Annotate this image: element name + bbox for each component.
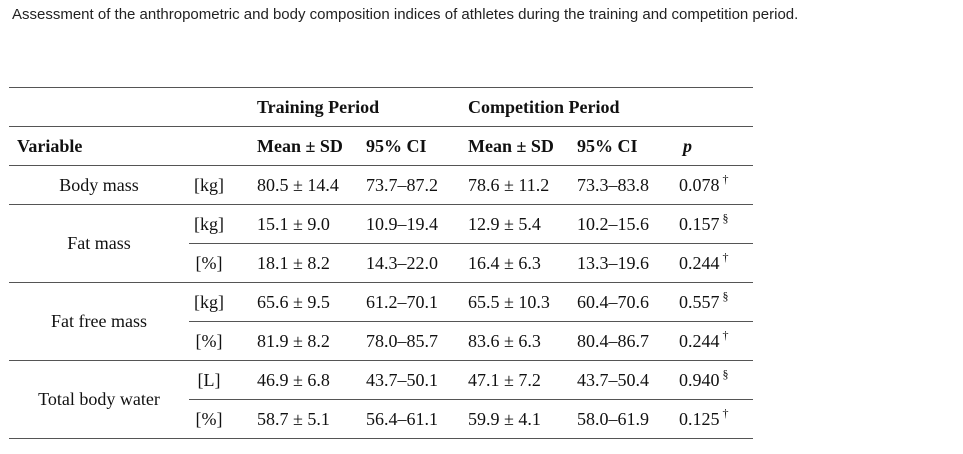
table-row: Total body water [L] 46.9 ± 6.8 43.7–50.…	[9, 360, 753, 439]
unit-cell: [%]	[189, 399, 229, 439]
competition-ci-cell: 60.4–70.6	[577, 282, 679, 322]
header-row-periods: Training Period Competition Period	[9, 87, 753, 127]
table-row: [%] 58.7 ± 5.1 56.4–61.1 59.9 ± 4.1 58.0…	[9, 399, 753, 439]
training-ci-cell: 78.0–85.7	[366, 321, 468, 361]
training-ci-cell: 14.3–22.0	[366, 243, 468, 283]
unit-cell: [kg]	[189, 282, 229, 322]
competition-ci-cell: 13.3–19.6	[577, 243, 679, 283]
competition-ci-cell: 43.7–50.4	[577, 360, 679, 400]
unit-cell: [kg]	[189, 165, 229, 205]
competition-ci-header: 95% CI	[577, 126, 679, 166]
variable-label: Total body water	[9, 360, 189, 439]
training-ci-header: 95% CI	[366, 126, 468, 166]
competition-ci-cell: 73.3–83.8	[577, 165, 679, 205]
competition-mean-cell: 65.5 ± 10.3	[468, 282, 577, 322]
competition-mean-header: Mean ± SD	[468, 126, 577, 166]
competition-mean-cell: 16.4 ± 6.3	[468, 243, 577, 283]
footnote-mark: †	[722, 171, 729, 186]
competition-mean-cell: 47.1 ± 7.2	[468, 360, 577, 400]
p-value-cell: 0.078	[679, 174, 720, 195]
unit-cell: [L]	[189, 360, 229, 400]
table-row: [%] 81.9 ± 8.2 78.0–85.7 83.6 ± 6.3 80.4…	[9, 321, 753, 361]
variable-label: Fat mass	[9, 204, 189, 283]
training-mean-cell: 80.5 ± 14.4	[257, 165, 366, 205]
training-mean-header: Mean ± SD	[257, 126, 366, 166]
table-row: [%] 18.1 ± 8.2 14.3–22.0 16.4 ± 6.3 13.3…	[9, 243, 753, 283]
unit-cell: [%]	[189, 321, 229, 361]
p-value-cell: 0.940	[679, 369, 720, 390]
competition-ci-cell: 10.2–15.6	[577, 204, 679, 244]
table-caption: Assessment of the anthropometric and bod…	[12, 6, 799, 23]
training-mean-cell: 65.6 ± 9.5	[257, 282, 366, 322]
p-value-cell: 0.244	[679, 252, 720, 273]
competition-mean-cell: 83.6 ± 6.3	[468, 321, 577, 361]
table-row: Fat mass [kg] 15.1 ± 9.0 10.9–19.4 12.9 …	[9, 204, 753, 283]
variable-label: Fat free mass	[9, 282, 189, 361]
table-row: Fat free mass [kg] 65.6 ± 9.5 61.2–70.1 …	[9, 282, 753, 361]
p-value-cell: 0.244	[679, 330, 720, 351]
unit-cell: [kg]	[189, 204, 229, 244]
training-ci-cell: 10.9–19.4	[366, 204, 468, 244]
training-mean-cell: 15.1 ± 9.0	[257, 204, 366, 244]
table-row: Body mass [kg] 80.5 ± 14.4 73.7–87.2 78.…	[9, 165, 753, 205]
footnote-mark: †	[722, 405, 729, 420]
p-header: p	[683, 135, 692, 156]
training-ci-cell: 43.7–50.1	[366, 360, 468, 400]
unit-cell: [%]	[189, 243, 229, 283]
footnote-mark: †	[722, 327, 729, 342]
training-ci-cell: 61.2–70.1	[366, 282, 468, 322]
competition-ci-cell: 58.0–61.9	[577, 399, 679, 439]
footnote-mark: §	[722, 210, 729, 225]
training-period-header: Training Period	[257, 87, 468, 127]
p-value-cell: 0.125	[679, 408, 720, 429]
competition-mean-cell: 59.9 ± 4.1	[468, 399, 577, 439]
footnote-mark: †	[722, 249, 729, 264]
p-value-cell: 0.157	[679, 213, 720, 234]
variable-header: Variable	[9, 126, 189, 166]
competition-mean-cell: 12.9 ± 5.4	[468, 204, 577, 244]
training-mean-cell: 46.9 ± 6.8	[257, 360, 366, 400]
training-ci-cell: 56.4–61.1	[366, 399, 468, 439]
training-ci-cell: 73.7–87.2	[366, 165, 468, 205]
header-row-columns: Variable Mean ± SD 95% CI Mean ± SD 95% …	[9, 126, 753, 166]
training-mean-cell: 18.1 ± 8.2	[257, 243, 366, 283]
training-mean-cell: 58.7 ± 5.1	[257, 399, 366, 439]
competition-ci-cell: 80.4–86.7	[577, 321, 679, 361]
training-mean-cell: 81.9 ± 8.2	[257, 321, 366, 361]
variable-label: Body mass	[9, 165, 189, 205]
competition-mean-cell: 78.6 ± 11.2	[468, 165, 577, 205]
footnote-mark: §	[722, 366, 729, 381]
footnote-mark: §	[722, 288, 729, 303]
p-value-cell: 0.557	[679, 291, 720, 312]
competition-period-header: Competition Period	[468, 87, 679, 127]
data-table: Training Period Competition Period Varia…	[9, 87, 753, 439]
